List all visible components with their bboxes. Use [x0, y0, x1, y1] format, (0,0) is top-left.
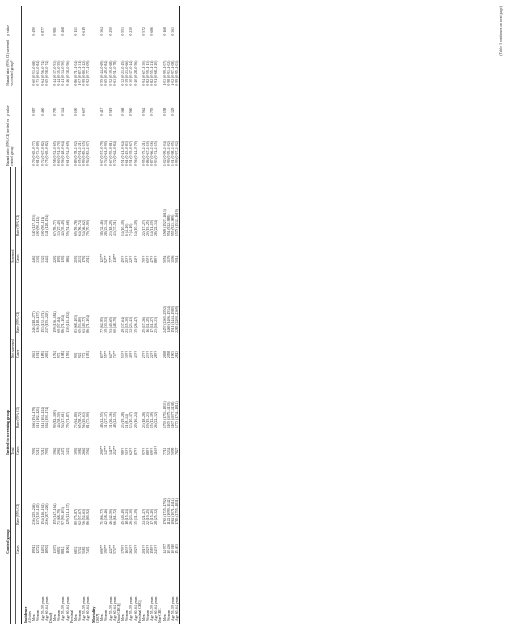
header-hr-screened: Hazard ratio (95% CI) screened vs contro…	[6, 36, 22, 87]
results-table: Control group Invited to screening group…	[5, 6, 181, 624]
table-body: Incidence All sites Men 1991‡ 236 (225–246) 7…	[22, 6, 181, 624]
continued-note: (Table 3 continues on next page)	[499, 6, 503, 56]
header-pvalue-screened: p value	[6, 6, 22, 37]
header-pvalue-itt: p value	[6, 86, 22, 118]
header-hr-itt: Hazard ratio (95% CI) invited vs control…	[6, 117, 22, 168]
table-bottom-rule	[179, 6, 181, 624]
